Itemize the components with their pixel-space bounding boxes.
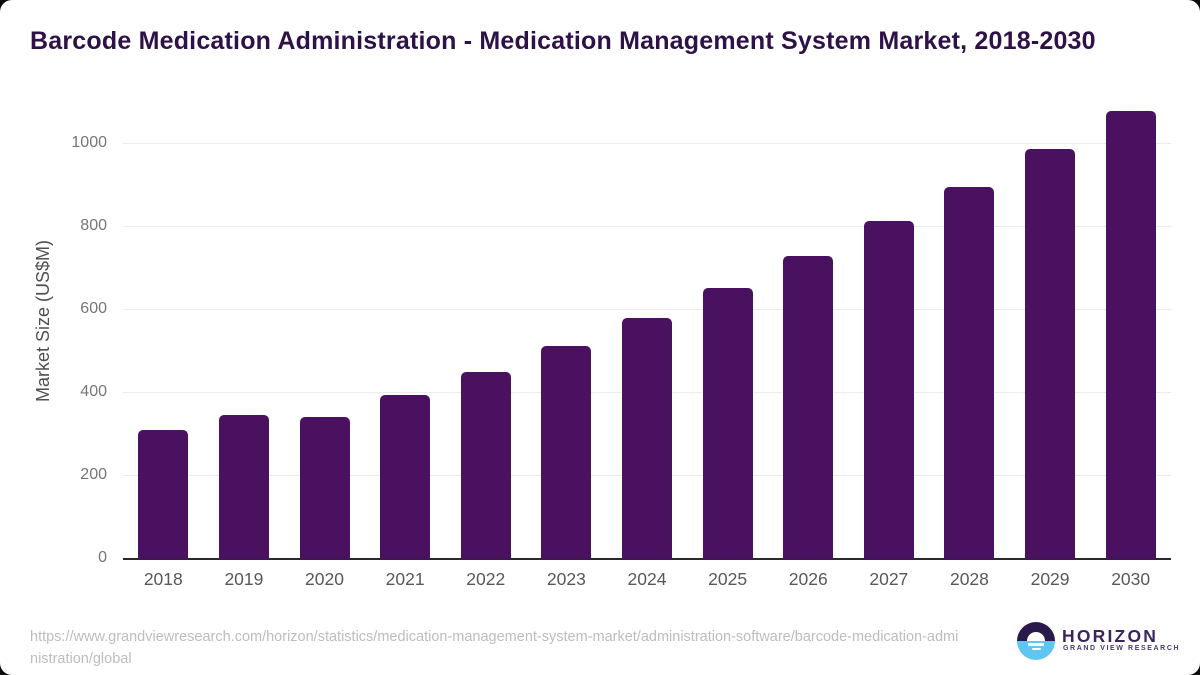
- x-tick-label-2026: 2026: [788, 569, 828, 589]
- logo-brand-text: HORIZON: [1062, 626, 1159, 646]
- x-axis-line: [123, 558, 1171, 560]
- y-axis-ticks: 0 200 400 600 800 1000: [0, 105, 107, 567]
- bar-2024: [622, 318, 672, 559]
- y-tick-label-0: 0: [98, 549, 107, 566]
- bar-2020: [299, 417, 350, 559]
- gridline-1000: [123, 143, 1171, 144]
- plot-area: [123, 105, 1171, 560]
- x-tick-label-2023: 2023: [546, 569, 586, 589]
- bar-2027: [863, 221, 914, 559]
- y-tick-label-800: 800: [80, 216, 107, 234]
- x-tick-label-2028: 2028: [949, 569, 989, 589]
- bar-2019: [218, 415, 269, 559]
- y-tick-label-600: 600: [80, 299, 107, 317]
- x-tick-label-2019: 2019: [224, 569, 264, 589]
- gridline-800: [123, 226, 1171, 228]
- gridline-600: [123, 309, 1171, 311]
- bar-2018: [138, 430, 189, 559]
- x-tick-label-2024: 2024: [627, 569, 667, 589]
- bar-2028: [944, 186, 995, 559]
- logo-sub-text: GRAND VIEW RESEARCH: [1063, 645, 1181, 652]
- x-tick-label-2021: 2021: [385, 569, 425, 589]
- bar-2026: [783, 255, 834, 559]
- x-tick-label-2020: 2020: [305, 569, 344, 589]
- source-url: https://www.grandviewresearch.com/horizo…: [30, 629, 959, 667]
- y-tick-label-200: 200: [80, 465, 107, 483]
- horizon-reflection-line: [1028, 643, 1044, 646]
- bar-2030: [1105, 110, 1156, 559]
- x-tick-label-2022: 2022: [466, 569, 506, 589]
- bar-2029: [1025, 149, 1076, 559]
- x-tick-label-2030: 2030: [1111, 569, 1151, 589]
- x-tick-label-2027: 2027: [869, 569, 909, 589]
- x-tick-label-2029: 2029: [1030, 569, 1070, 589]
- horizon-logo-icon: [1017, 622, 1055, 660]
- bar-2022: [460, 371, 511, 559]
- y-tick-label-1000: 1000: [71, 133, 107, 151]
- horizon-logo: HORIZON GRAND VIEW RESEARCH: [1017, 621, 1181, 661]
- horizon-reflection-line: [1031, 647, 1041, 650]
- horizon-sun-icon: [1027, 632, 1045, 641]
- bar-2021: [380, 395, 431, 559]
- y-tick-label-400: 400: [80, 382, 107, 400]
- bar-2025: [702, 288, 753, 559]
- x-axis-labels: 2018 2019 2020 2021 2022 2023 2024 2025 2026 2027…: [123, 569, 1171, 593]
- x-tick-label-2025: 2025: [708, 569, 748, 589]
- bar-2023: [541, 345, 592, 559]
- x-tick-label-2018: 2018: [143, 569, 183, 589]
- chart-title: Barcode Medication Administration - Medi…: [30, 27, 1096, 55]
